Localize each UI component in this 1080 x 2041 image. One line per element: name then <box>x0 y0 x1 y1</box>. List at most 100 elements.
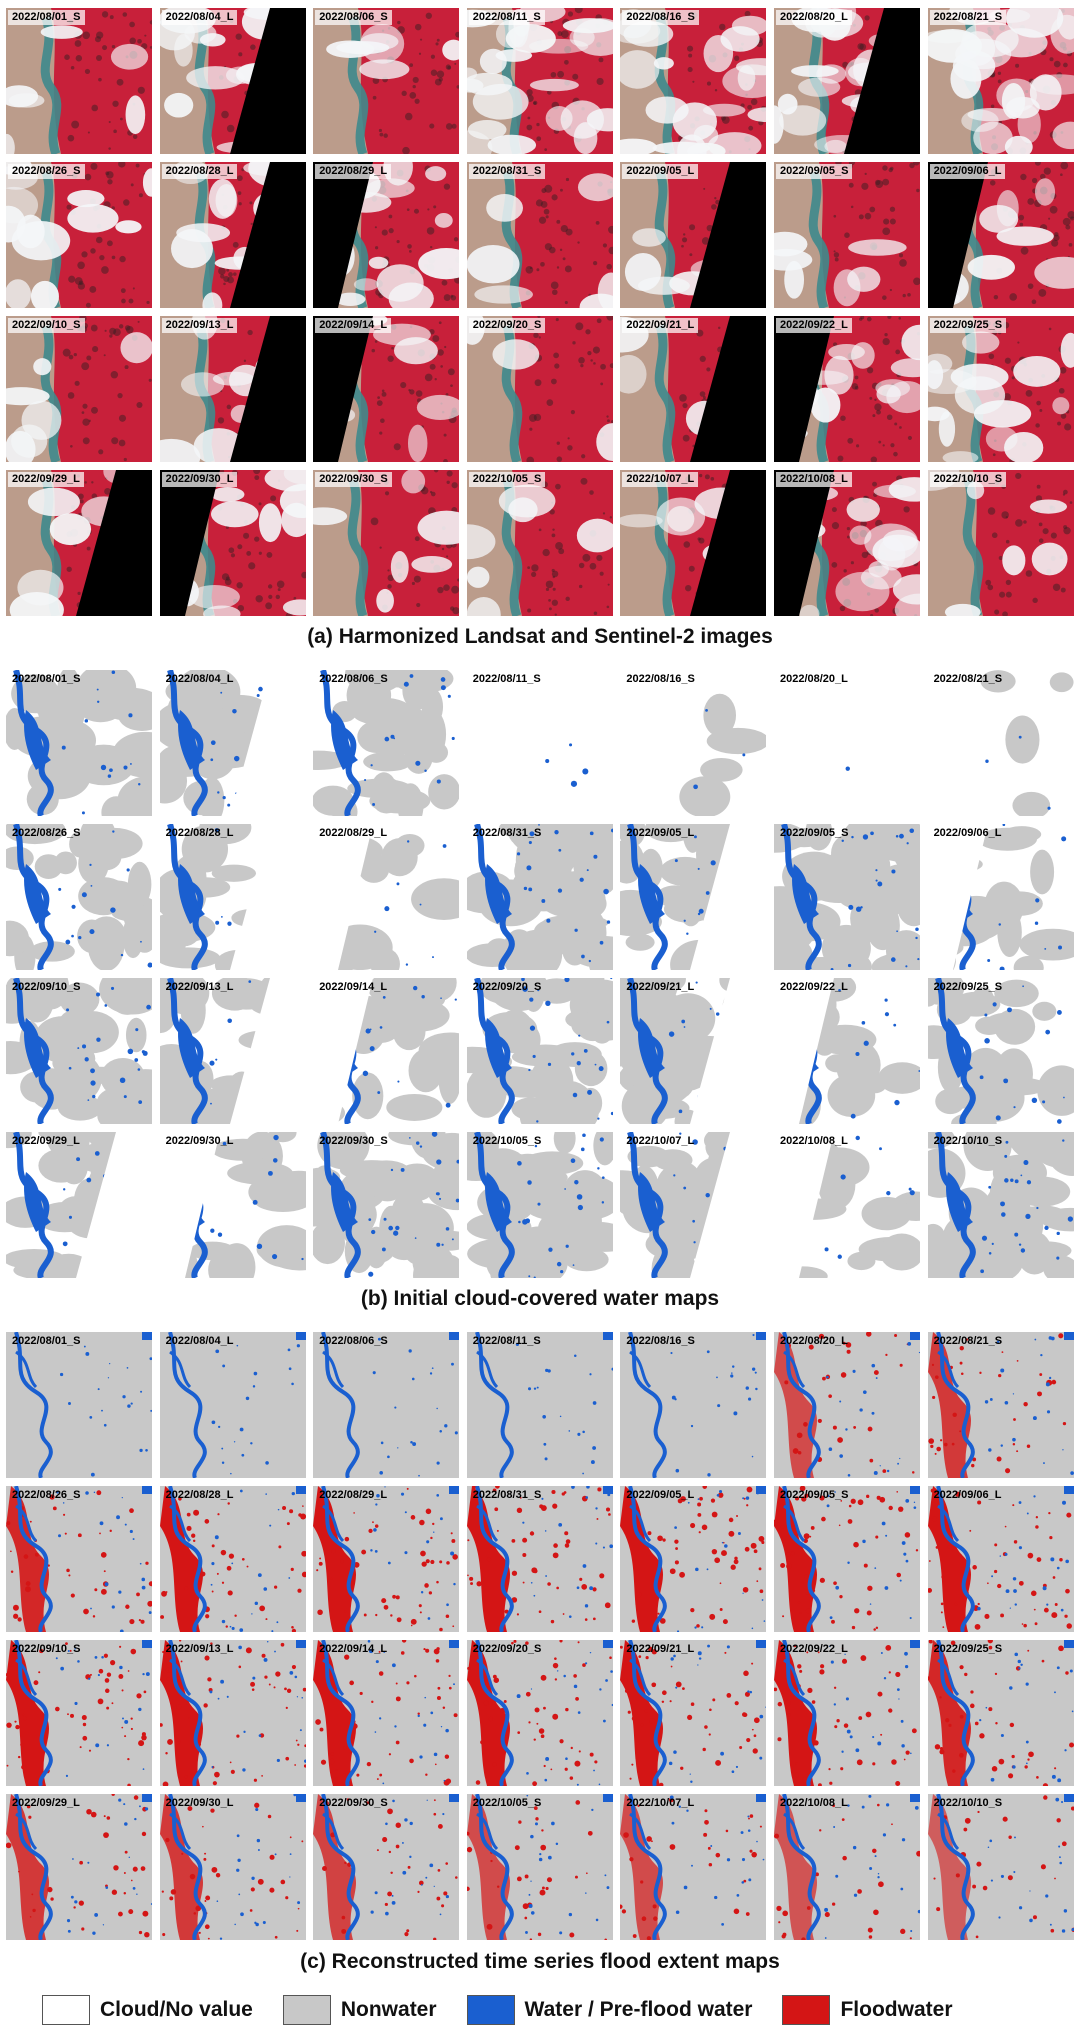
panel-a-tile-date-label: 2022/09/30_L <box>161 472 238 487</box>
panel-a-tile: 2022/09/05_L <box>620 162 767 308</box>
panel-b-tile: 2022/08/16_S <box>620 670 767 816</box>
panel-a-tile-date-label: 2022/09/05_L <box>622 164 699 179</box>
panel-c-tile-date-label: 2022/09/05_S <box>779 1489 849 1501</box>
panel-c-tile: 2022/09/06_L <box>927 1486 1074 1632</box>
panel-b-tile-image <box>313 824 460 970</box>
panel-b-tile: 2022/10/08_L <box>773 1132 920 1278</box>
panel-a-tile-date-label: 2022/09/29_L <box>8 472 84 487</box>
legend-item-water: Water / Pre-flood water <box>466 1995 752 2025</box>
legend: Cloud/No value Nonwater Water / Pre-floo… <box>42 1990 983 2030</box>
panel-c-tile-date-label: 2022/10/07_L <box>626 1797 695 1809</box>
panel-c-tile-date-label: 2022/10/08_L <box>779 1797 848 1809</box>
panel-c-tile-image <box>6 1486 152 1632</box>
panel-a-tile: 2022/09/30_S <box>313 470 460 616</box>
panel-c-tile: 2022/10/07_L <box>620 1794 767 1940</box>
panel-c-tile-image <box>773 1640 920 1786</box>
panel-a-tile-image <box>159 316 306 462</box>
panel-c-tile-image <box>927 1640 1074 1786</box>
panel-b-tile-date-label: 2022/09/20_S <box>472 981 542 993</box>
panel-b-tile-date-label: 2022/08/06_S <box>319 673 388 685</box>
panel-c-tile: 2022/09/20_S <box>466 1640 613 1786</box>
panel-a-image-grid: 2022/08/01_S 2022/08/04_L 2022/08/06_S 2022… <box>6 8 1074 616</box>
panel-b-tile-image <box>620 824 767 970</box>
panel-c-tile-date-label: 2022/08/28_L <box>165 1489 234 1501</box>
panel-c-tile-image <box>620 1332 767 1478</box>
panel-a-tile: 2022/10/08_L <box>773 470 920 616</box>
panel-a-tile-date-label: 2022/08/11_S <box>468 10 545 25</box>
panel-a-tile: 2022/08/16_S <box>620 8 767 154</box>
panel-a-tile-image <box>466 470 613 616</box>
panel-a-tile-image <box>6 316 152 462</box>
panel-a-tile-date-label: 2022/08/04_L <box>161 10 238 25</box>
panel-a-tile: 2022/09/05_S <box>773 162 920 308</box>
panel-b-tile-date-label: 2022/09/21_L <box>626 981 695 993</box>
panel-a-tile: 2022/09/30_L <box>159 470 306 616</box>
panel-c-tile-date-label: 2022/09/06_L <box>933 1489 1002 1501</box>
panel-a-tile: 2022/09/25_S <box>927 316 1074 462</box>
panel-b-tile-date-label: 2022/10/10_S <box>933 1135 1003 1147</box>
panel-b-tile-date-label: 2022/09/30_L <box>165 1135 234 1147</box>
panel-c-tile: 2022/08/11_S <box>466 1332 613 1478</box>
panel-c-tile-image <box>466 1332 613 1478</box>
panel-b-tile-image <box>927 824 1074 970</box>
panel-b-tile: 2022/08/29_L <box>313 824 460 970</box>
panel-b-water-map-grid: 2022/08/01_S 2022/08/04_L 2022/08/06_S 2022… <box>6 670 1074 1278</box>
panel-b-tile: 2022/09/22_L <box>773 978 920 1124</box>
panel-c-tile-image <box>313 1640 460 1786</box>
panel-a-tile-image <box>159 470 306 616</box>
panel-b-tile: 2022/08/01_S <box>6 670 152 816</box>
panel-a-tile-date-label: 2022/08/16_S <box>622 10 699 25</box>
panel-b-tile-date-label: 2022/08/21_S <box>933 673 1003 685</box>
panel-c-tile-date-label: 2022/08/20_L <box>779 1335 848 1347</box>
panel-c-tile-image <box>927 1332 1074 1478</box>
panel-a-tile-date-label: 2022/08/26_S <box>8 164 85 179</box>
panel-b-tile: 2022/08/06_S <box>313 670 460 816</box>
panel-b-tile-image <box>159 1132 306 1278</box>
panel-c-tile: 2022/10/08_L <box>773 1794 920 1940</box>
panel-b-tile: 2022/08/04_L <box>159 670 306 816</box>
legend-label-cloud: Cloud/No value <box>100 1998 253 2021</box>
panel-b-tile: 2022/09/20_S <box>466 978 613 1124</box>
panel-c-tile: 2022/09/13_L <box>159 1640 306 1786</box>
panel-c-tile-image <box>159 1486 306 1632</box>
panel-c-tile-image <box>159 1794 306 1940</box>
panel-b-tile: 2022/10/10_S <box>927 1132 1074 1278</box>
panel-c-tile: 2022/08/26_S <box>6 1486 152 1632</box>
panel-a-tile: 2022/09/06_L <box>927 162 1074 308</box>
panel-c-tile-date-label: 2022/09/10_S <box>12 1643 81 1655</box>
panel-c-tile: 2022/09/25_S <box>927 1640 1074 1786</box>
panel-c-tile-date-label: 2022/09/20_S <box>472 1643 542 1655</box>
panel-a-tile-date-label: 2022/09/21_L <box>622 318 699 333</box>
panel-a-tile: 2022/09/22_L <box>773 316 920 462</box>
panel-c-tile-image <box>159 1332 306 1478</box>
panel-b-tile-date-label: 2022/09/30_S <box>319 1135 388 1147</box>
panel-a-tile-image <box>159 162 306 308</box>
panel-c-tile-image <box>466 1640 613 1786</box>
panel-c-tile-image <box>927 1486 1074 1632</box>
panel-c-tile-date-label: 2022/09/29_L <box>12 1797 80 1809</box>
panel-b-tile-image <box>927 1132 1074 1278</box>
legend-item-cloud: Cloud/No value <box>42 1995 253 2025</box>
panel-a-tile: 2022/10/07_L <box>620 470 767 616</box>
panel-c-tile: 2022/09/14_L <box>313 1640 460 1786</box>
panel-c-tile: 2022/09/30_L <box>159 1794 306 1940</box>
panel-b-tile-date-label: 2022/09/06_L <box>933 827 1002 839</box>
legend-label-nonwater: Nonwater <box>340 1998 437 2021</box>
panel-a-tile: 2022/09/21_L <box>620 316 767 462</box>
panel-c-tile-date-label: 2022/08/29_L <box>319 1489 388 1501</box>
panel-c-tile-date-label: 2022/09/22_L <box>779 1643 848 1655</box>
panel-b-tile-date-label: 2022/08/31_S <box>472 827 542 839</box>
panel-c-tile: 2022/09/22_L <box>773 1640 920 1786</box>
panel-b-tile-date-label: 2022/08/28_L <box>165 827 234 839</box>
panel-c-tile-date-label: 2022/09/05_L <box>626 1489 695 1501</box>
panel-a-tile-image <box>927 316 1074 462</box>
panel-b-tile-date-label: 2022/09/14_L <box>319 981 388 993</box>
panel-b-tile-image <box>6 670 152 816</box>
legend-swatch-cloud <box>42 1995 90 2025</box>
panel-b-tile: 2022/10/05_S <box>466 1132 613 1278</box>
panel-c-tile: 2022/09/10_S <box>6 1640 152 1786</box>
panel-b-tile-image <box>313 1132 460 1278</box>
panel-b-tile-image <box>773 824 920 970</box>
panel-b-tile: 2022/09/13_L <box>159 978 306 1124</box>
panel-c-tile-image <box>6 1794 152 1940</box>
